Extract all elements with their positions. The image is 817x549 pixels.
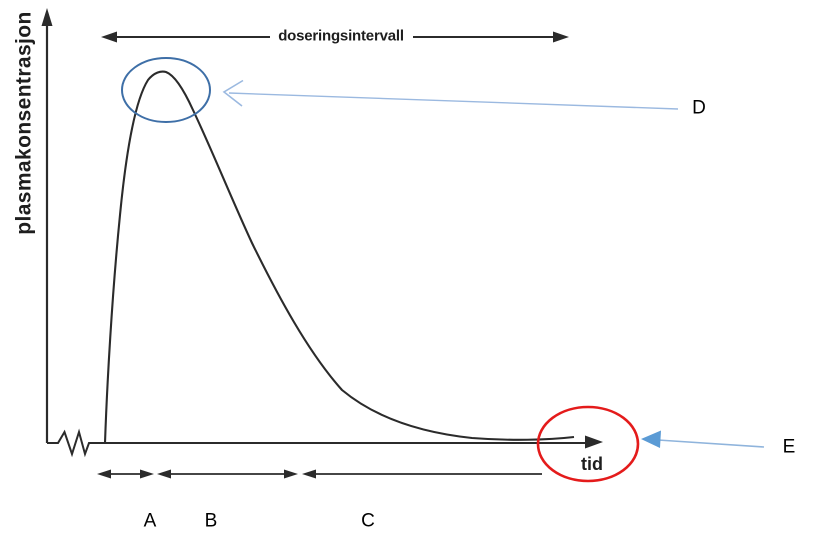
annotation-e-arrowhead-icon <box>641 430 661 448</box>
x-axis-line <box>47 428 587 458</box>
axis-end-highlight-ellipse <box>536 405 640 483</box>
y-axis-label: plasmakonsentrasjon <box>12 11 36 235</box>
segment-label-a: A <box>143 510 157 532</box>
annotation-label-e: E <box>782 436 796 458</box>
segment-label-c: C <box>361 510 375 532</box>
segment-b-right-arrowhead-icon <box>284 469 298 479</box>
dosing-interval-right-arrowhead-icon <box>553 31 569 43</box>
x-axis-label: tid <box>581 454 603 474</box>
annotation-d-arrowhead-icon <box>222 79 244 107</box>
x-axis-arrowhead-icon <box>585 435 603 449</box>
dosing-interval-label: doseringsintervall <box>278 27 404 45</box>
annotation-label-d: D <box>692 97 706 119</box>
peak-highlight-ellipse <box>121 57 211 123</box>
annotation-e-leader-line <box>657 439 765 448</box>
plasma-concentration-curve <box>103 70 575 444</box>
segment-a-right-arrowhead-icon <box>140 469 154 479</box>
segment-b-left-arrowhead-icon <box>157 469 171 479</box>
segment-c-left-arrowhead-icon <box>302 469 316 479</box>
segment-label-b: B <box>204 510 218 532</box>
annotation-d-leader-line <box>228 92 679 110</box>
y-axis-arrowhead-icon <box>41 8 53 26</box>
dosing-interval-left-arrowhead-icon <box>101 31 117 43</box>
segment-a-left-arrowhead-icon <box>97 469 111 479</box>
